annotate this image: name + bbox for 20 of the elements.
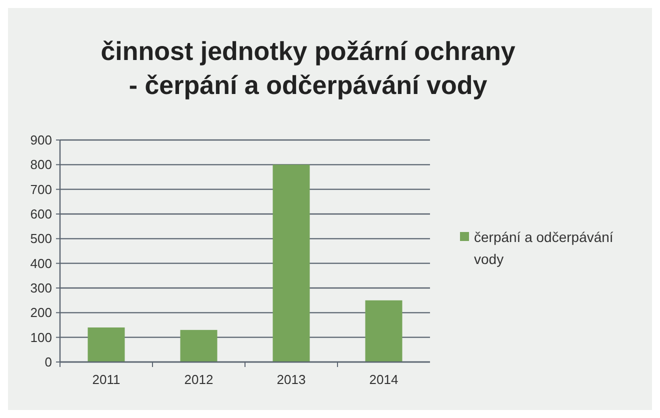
y-tick-label: 400 (30, 256, 52, 271)
bar (180, 330, 218, 362)
bar (272, 164, 310, 362)
y-tick-label: 600 (30, 206, 52, 222)
y-tick-label: 100 (30, 330, 52, 345)
x-tick-label: 2013 (276, 372, 306, 387)
y-tick-label: 900 (30, 132, 52, 148)
bar (88, 327, 125, 362)
y-tick-label: 200 (30, 305, 52, 320)
y-tick-label: 800 (30, 157, 52, 172)
y-tick-label: 500 (30, 231, 52, 246)
x-tick-label: 2014 (369, 372, 398, 387)
x-tick-label: 2011 (92, 372, 120, 387)
y-tick-label: 300 (30, 280, 52, 296)
bar (365, 300, 402, 362)
legend-label: čerpání a odčerpávání vody (474, 228, 614, 267)
x-tick-label: 2012 (184, 372, 214, 387)
chart-title: činnost jednotky požární ochrany - čerpání a odčerpávání vody (100, 36, 516, 100)
y-tick-label: 700 (30, 182, 52, 197)
y-tick-label: 0 (44, 354, 52, 370)
